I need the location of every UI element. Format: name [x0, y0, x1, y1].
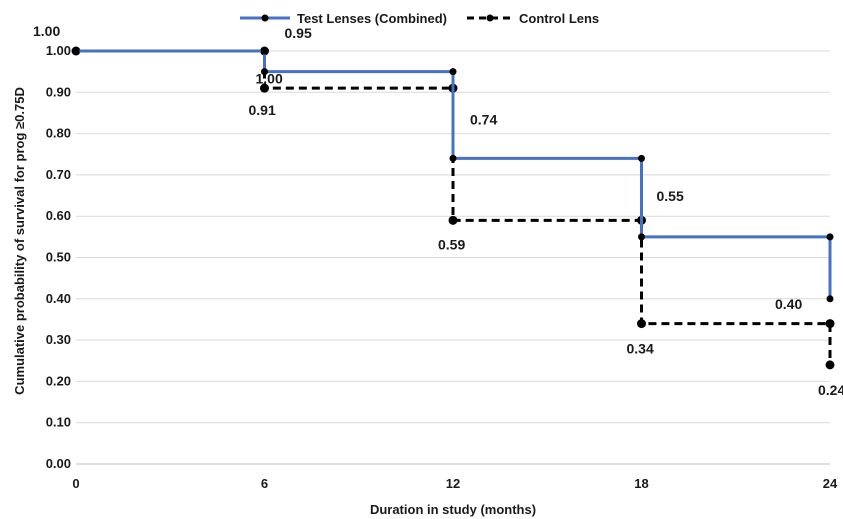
- data-label: 0.40: [775, 296, 802, 312]
- y-tick-label: 0.80: [46, 126, 71, 141]
- x-tick-label: 12: [446, 476, 460, 491]
- data-label: 0.95: [285, 25, 312, 41]
- legend-marker-control-lens: [486, 14, 494, 22]
- y-tick-label: 0.60: [46, 208, 71, 223]
- data-label: 0.59: [438, 236, 465, 252]
- data-point: [826, 233, 834, 241]
- legend-label-control-lens: Control Lens: [519, 11, 599, 26]
- data-label: 0.74: [470, 111, 497, 127]
- x-tick-label: 18: [634, 476, 648, 491]
- axes: 0.00 0.10 0.20 0.30 0.40 0.50 0.60 0.70 0.80 0.90…: [46, 43, 838, 491]
- series-layer: [71, 46, 835, 370]
- data-point: [261, 47, 268, 55]
- data-labels: 1.00 1.00 0.74 0.55 0.40 0.95 0.91 0.59 0.34 0.24: [33, 23, 843, 398]
- data-point: [72, 47, 80, 55]
- data-point: [638, 233, 645, 241]
- y-tick-label: 0.50: [46, 250, 71, 265]
- legend-item-test-lenses[interactable]: Test Lenses (Combined): [240, 11, 447, 26]
- data-point: [825, 319, 835, 329]
- y-tick-label: 0.00: [46, 456, 71, 471]
- legend-marker-test-lenses: [261, 14, 269, 22]
- series-test-lenses: [72, 47, 834, 303]
- data-label: 0.55: [657, 188, 684, 204]
- x-tick-label: 6: [261, 476, 268, 491]
- data-point: [261, 68, 268, 76]
- y-axis-title: Cumulative probability of survival for p…: [12, 87, 27, 395]
- data-point: [825, 360, 835, 370]
- legend: Test Lenses (Combined) Control Lens: [240, 11, 599, 26]
- data-point: [449, 68, 457, 76]
- data-point: [260, 83, 269, 93]
- data-label: 0.24: [818, 382, 843, 398]
- data-point: [637, 319, 646, 329]
- y-tick-label: 0.70: [46, 167, 71, 182]
- y-tick-label: 0.30: [46, 332, 71, 347]
- data-label: 1.00: [33, 23, 60, 39]
- data-label: 0.34: [627, 341, 654, 357]
- legend-label-test-lenses: Test Lenses (Combined): [297, 11, 447, 26]
- data-label: 0.91: [249, 102, 276, 118]
- data-point: [826, 295, 834, 303]
- y-tick-label: 0.20: [46, 373, 71, 388]
- data-point: [448, 215, 458, 225]
- y-tick-label: 1.00: [46, 43, 71, 58]
- x-axis-title: Duration in study (months): [370, 502, 536, 517]
- data-label: 1.00: [256, 71, 283, 87]
- x-tick-label: 24: [823, 476, 838, 491]
- y-tick-label: 0.40: [46, 291, 71, 306]
- data-point: [638, 154, 645, 162]
- data-point: [449, 154, 457, 162]
- y-tick-label: 0.90: [46, 84, 71, 99]
- y-tick-label: 0.10: [46, 415, 71, 430]
- x-tick-label: 0: [72, 476, 79, 491]
- legend-item-control-lens[interactable]: Control Lens: [467, 11, 599, 26]
